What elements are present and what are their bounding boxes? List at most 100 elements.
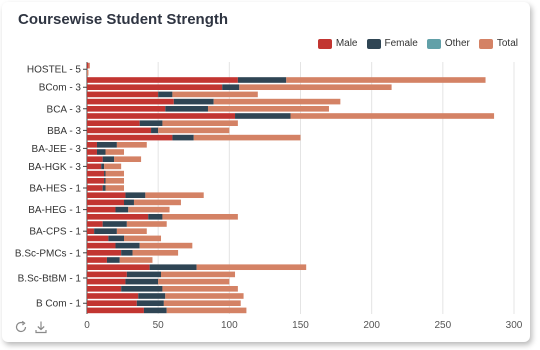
bar-m: [87, 271, 127, 278]
bar-t: [163, 300, 241, 307]
bar-m: [87, 113, 236, 119]
bar-t: [105, 149, 125, 155]
bar-f: [104, 170, 106, 177]
bar-m: [87, 127, 152, 134]
legend-item-other[interactable]: Other: [426, 38, 470, 49]
legend-label-male: Male: [335, 38, 358, 49]
bar-m: [87, 278, 126, 285]
bar-f: [108, 235, 125, 242]
bar-t: [116, 228, 147, 235]
bar-f: [173, 98, 214, 105]
bar-m: [87, 141, 97, 148]
bar-t: [126, 221, 167, 227]
bar-f: [148, 213, 163, 220]
y-tick-label: HOSTEL - 5: [27, 65, 82, 76]
bar-m: [87, 293, 139, 299]
bar-t: [166, 307, 247, 314]
bar-m: [87, 221, 103, 227]
bar-t: [207, 105, 329, 112]
bar-m: [87, 170, 105, 177]
y-tick-label: BA-CPS - 1: [29, 227, 81, 238]
bar-f: [151, 127, 159, 134]
bar-t: [165, 293, 244, 299]
x-tick-label: 200: [363, 320, 380, 331]
chart-card: Coursewise Student Strength Male Female …: [2, 2, 530, 342]
bar-t: [239, 84, 392, 91]
bar-t: [158, 127, 230, 134]
bar-t: [172, 91, 258, 98]
bar-f: [104, 177, 106, 184]
y-tick-label: BA-JEE - 3: [32, 144, 82, 155]
bar-f: [235, 113, 291, 119]
bar-f: [96, 141, 117, 148]
bar-m: [87, 235, 109, 242]
bar-m: [87, 77, 238, 83]
download-icon[interactable]: [34, 320, 48, 334]
bar-m: [87, 264, 150, 271]
bar-m: [87, 134, 173, 141]
bar-t: [88, 62, 90, 69]
bar-t: [105, 185, 125, 191]
x-tick-label: 250: [434, 320, 451, 331]
bar-t: [105, 177, 125, 184]
bar-f: [94, 228, 117, 235]
bar-f: [101, 163, 105, 170]
bar-f: [124, 199, 134, 206]
bar-t: [119, 257, 153, 263]
legend-item-total[interactable]: Total: [478, 38, 518, 49]
y-tick-label: BA-HES - 1: [29, 184, 81, 195]
bar-m: [87, 163, 102, 170]
bar-f: [121, 249, 133, 256]
bar-f: [126, 271, 162, 278]
bar-f: [102, 156, 115, 163]
legend-swatch-male: [317, 38, 332, 49]
bar-t: [290, 113, 495, 119]
bar-m: [87, 185, 103, 191]
legend-swatch-total: [478, 38, 493, 49]
bar-t: [133, 199, 181, 206]
bar-t: [161, 271, 236, 278]
restore-icon[interactable]: [14, 320, 28, 334]
bar-f: [222, 84, 240, 91]
y-tick-label: BCom - 3: [39, 83, 82, 94]
bar-m: [87, 105, 166, 112]
bar-m: [87, 62, 89, 69]
chart-title: Coursewise Student Strength: [18, 11, 229, 28]
x-tick-label: 300: [506, 320, 523, 331]
chart-legend: Male Female Other Total: [317, 38, 518, 49]
bar-m: [87, 257, 107, 263]
bar-f: [158, 91, 173, 98]
bar-f: [143, 307, 167, 314]
x-tick-label: 0: [84, 320, 90, 331]
bar-f: [165, 105, 208, 112]
bar-f: [149, 264, 197, 271]
bar-m: [87, 199, 125, 206]
bar-t: [104, 163, 122, 170]
bar-f: [138, 293, 166, 299]
x-tick-label: 50: [153, 320, 165, 331]
bar-t: [286, 77, 486, 83]
bar-t: [162, 120, 238, 127]
bar-m: [87, 242, 116, 249]
bar-t: [105, 170, 125, 177]
x-tick-label: 150: [292, 320, 309, 331]
bar-m: [87, 206, 116, 213]
bar-f: [237, 77, 287, 83]
y-tick-label: B Com - 1: [36, 299, 81, 310]
legend-label-female: Female: [384, 38, 418, 49]
x-tick-label: 100: [221, 320, 238, 331]
bar-m: [87, 285, 122, 292]
legend-item-male[interactable]: Male: [317, 38, 358, 49]
bar-t: [162, 285, 238, 292]
bar-f: [102, 185, 106, 191]
bar-f: [136, 300, 164, 307]
bar-t: [139, 242, 193, 249]
bar-f: [115, 242, 140, 249]
legend-item-female[interactable]: Female: [366, 38, 418, 49]
bar-t: [158, 278, 230, 285]
bar-t: [114, 156, 142, 163]
legend-label-other: Other: [444, 38, 470, 49]
bar-f: [125, 192, 146, 199]
bar-f: [106, 257, 120, 263]
bar-t: [124, 235, 162, 242]
